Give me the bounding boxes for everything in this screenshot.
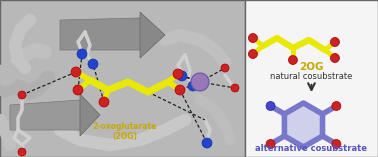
Circle shape (231, 84, 239, 92)
Text: alternative cosubstrate: alternative cosubstrate (256, 144, 367, 153)
Circle shape (248, 33, 257, 43)
Circle shape (188, 81, 198, 91)
Circle shape (88, 59, 98, 69)
Circle shape (191, 73, 209, 91)
Circle shape (71, 67, 81, 77)
Circle shape (332, 140, 341, 149)
Circle shape (99, 97, 109, 107)
Polygon shape (10, 100, 90, 130)
Circle shape (177, 71, 187, 81)
Circle shape (175, 85, 185, 95)
Circle shape (73, 85, 83, 95)
Circle shape (221, 64, 229, 72)
Text: 2OG: 2OG (299, 62, 324, 72)
Bar (0, 0, 245, 157)
Circle shape (266, 101, 275, 111)
Circle shape (248, 49, 257, 59)
Text: 2-oxoglutarate
(2OG): 2-oxoglutarate (2OG) (93, 122, 157, 141)
Circle shape (173, 69, 183, 79)
Circle shape (202, 138, 212, 148)
Circle shape (266, 140, 275, 149)
Circle shape (18, 91, 26, 99)
Polygon shape (284, 103, 322, 147)
Circle shape (288, 56, 297, 65)
Circle shape (77, 49, 87, 59)
Circle shape (332, 101, 341, 111)
Circle shape (330, 54, 339, 62)
Polygon shape (80, 94, 100, 136)
Text: natural cosubstrate: natural cosubstrate (270, 72, 353, 81)
Circle shape (330, 38, 339, 46)
Polygon shape (140, 12, 165, 58)
Circle shape (18, 148, 26, 156)
Polygon shape (60, 18, 155, 50)
Bar (245, 0, 378, 157)
